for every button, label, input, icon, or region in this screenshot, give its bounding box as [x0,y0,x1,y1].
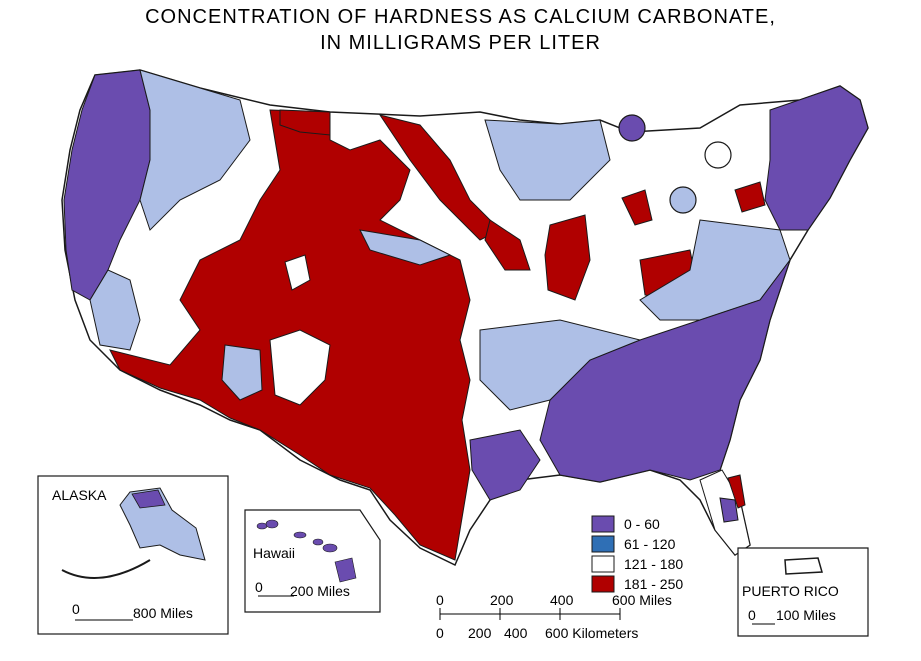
legend-swatch-181-250 [591,575,615,593]
hawaii-islands [256,519,357,583]
scale-miles-0: 0 [436,592,444,608]
hawaii-inset-frame [244,509,381,613]
scale-km-200: 200 [468,625,492,641]
alaska-label: ALASKA [52,487,107,503]
alaska-purple [131,489,166,509]
legend-label-61-120: 61 - 120 [624,536,676,552]
region-ny-red [734,181,766,213]
region-west-light-2 [89,269,141,351]
region-iowa-red [484,219,531,271]
region-florida-purple [719,497,739,523]
hawaii-scale-label: 200 Miles [290,583,350,599]
lake-michigan-circle [669,186,697,214]
hawaii-scale-zero: 0 [255,579,263,595]
alaska-scale-label: 800 Miles [133,605,193,621]
lake-huron-circle [704,141,732,169]
puerto-rico-label: PUERTO RICO [742,583,839,599]
legend: 0 - 60 61 - 120 121 - 180 181 - 250 [591,515,683,593]
region-florida-red [727,474,746,509]
legend-label-0-60: 0 - 60 [624,516,660,532]
alaska-aleutians [61,559,151,579]
region-utah-white [269,329,331,406]
scale-miles-600: 600 Miles [612,592,672,608]
legend-swatch-61-120 [591,535,615,553]
lake-superior-circle [618,114,646,142]
map-title-line1: CONCENTRATION OF HARDNESS AS CALCIUM CAR… [145,6,776,28]
legend-swatch-0-60 [591,515,615,533]
map-title-line2: IN MILLIGRAMS PER LITER [320,32,601,54]
scale-miles-400: 400 [550,592,574,608]
region-gulf-purple [469,429,541,501]
region-midwest-light [484,119,611,201]
scale-km-0: 0 [436,625,444,641]
region-west-light [139,69,251,231]
scale-km-600: 600 Kilometers [545,625,638,641]
puerto-rico-inset-frame [737,547,869,637]
legend-label-121-180: 121 - 180 [624,556,683,572]
pr-scale-zero: 0 [748,607,756,623]
region-north-red [279,109,331,136]
pr-scale-label: 100 Miles [776,607,836,623]
main-scale: 0 200 400 600 Miles 0 200 400 600 Kilome… [436,592,672,641]
scale-km-400: 400 [504,625,528,641]
region-mich-red [621,189,653,226]
alaska-scale-zero: 0 [72,601,80,617]
scale-miles-200: 200 [490,592,514,608]
legend-label-181-250: 181 - 250 [624,576,683,592]
region-illinois-red [544,214,591,301]
puerto-rico-shape [784,557,823,575]
region-midsouth-light [479,319,642,411]
region-nevada-white [284,254,311,291]
region-northeast-purple [764,85,869,231]
hawaii-label: Hawaii [253,545,295,561]
region-plains-light [359,229,452,266]
region-utah-light [221,344,263,401]
legend-swatch-121-180 [591,555,615,573]
